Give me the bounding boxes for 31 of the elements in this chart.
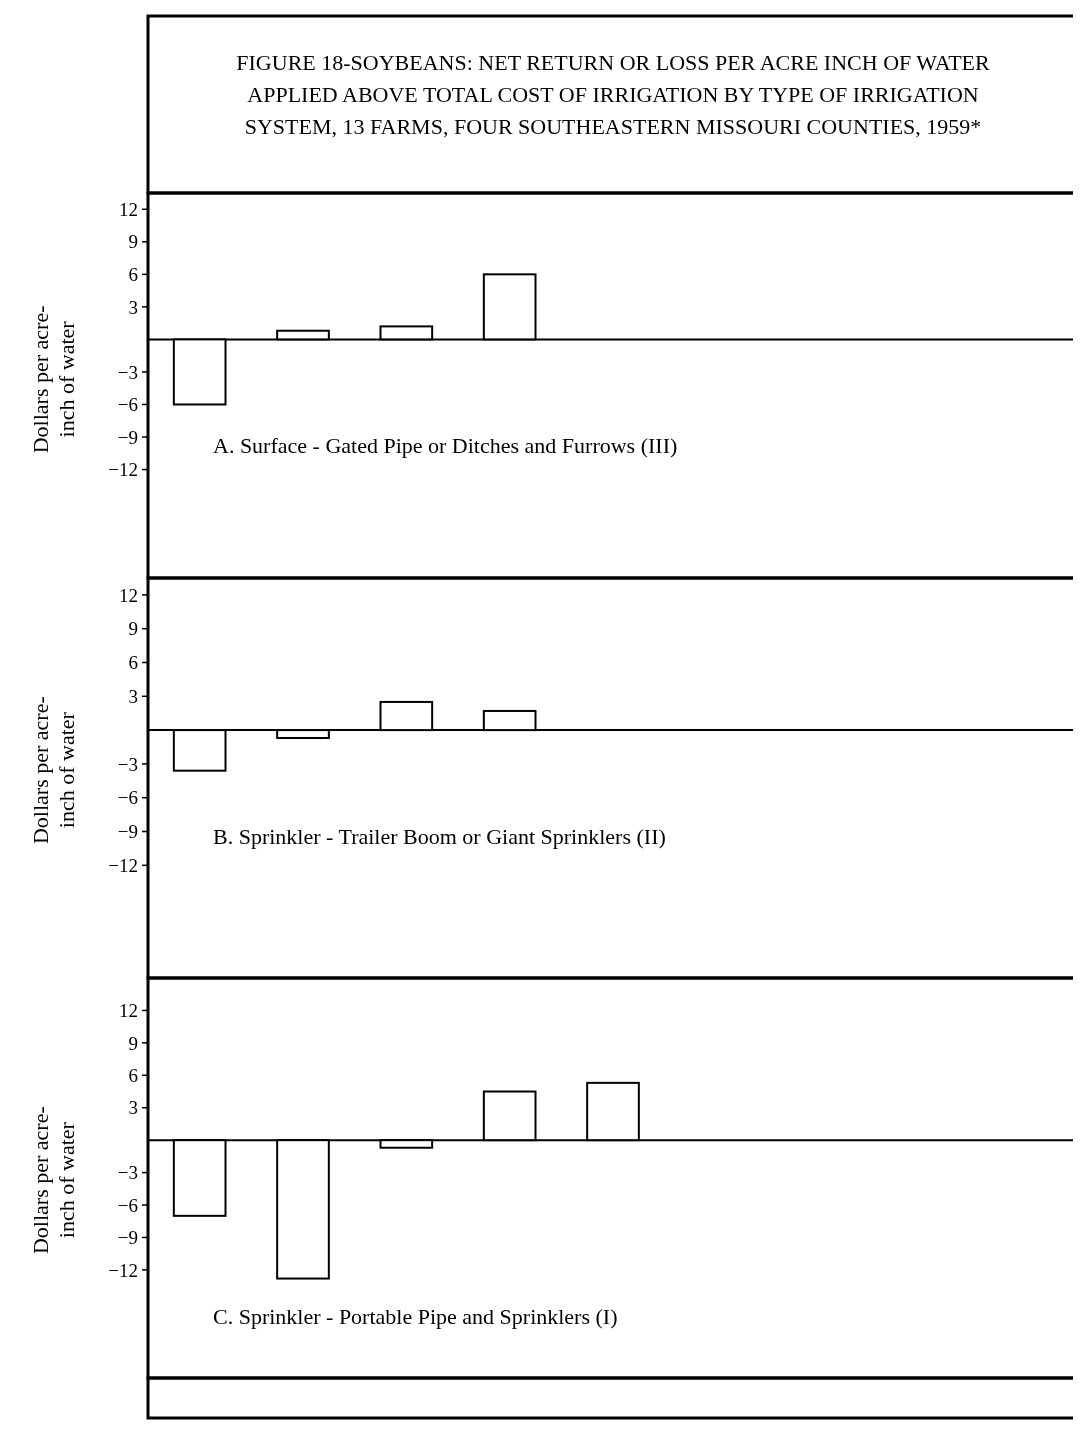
y-tick-label: 3 [128,1097,138,1119]
y-tick-label: −6 [117,787,138,809]
y-axis-title: Dollars per acre-inch of water [28,696,79,845]
y-tick-label: −9 [117,1227,138,1249]
y-tick-label: 9 [128,618,138,640]
text: B. Sprinkler - Trailer Boom or Giant Sprinklers (II) [213,823,666,849]
y-axis-title: Dollars per acre-inch of water [28,305,79,454]
y-tick-label: 6 [128,263,138,285]
y-tick-label: 3 [128,685,138,707]
y-tick-label: 12 [119,584,138,606]
y-tick-label: −12 [108,459,138,481]
y-tick-label: −6 [117,1194,138,1216]
text: C. Sprinkler - Portable Pipe and Sprinklers (I) [213,1304,618,1330]
y-tick-label: −9 [117,821,138,843]
y-tick-label: −3 [117,753,138,775]
y-tick-label: −3 [117,1162,138,1184]
y-tick-label: −9 [117,426,138,448]
y-tick-label: 6 [128,652,138,674]
y-tick-label: −6 [117,394,138,416]
chart-title: FIGURE 18-SOYBEANS: NET RETURN OR LOSS PER ACRE INCH OF WATER APPLIED ABOVE TOTAL COST OF IRRIGATION BY TYPE OF IRRIGATION SYSTEM, 13 FARMS, FOUR SOUTHEASTERN MISSOURI COUNTIES, 1959* [236,50,991,139]
y-axis-title: Dollars per acre-inch of water [28,1106,79,1255]
y-tick-label: 9 [128,231,138,253]
y-tick-label: −12 [108,854,138,876]
text: A. Surface - Gated Pipe or Ditches and Furrows (III) [213,433,678,459]
y-tick-label: −12 [108,1259,138,1281]
y-tick-label: 3 [128,296,138,318]
y-tick-label: 9 [128,1032,138,1054]
y-tick-label: 6 [128,1064,138,1086]
y-tick-label: 12 [119,1000,138,1022]
y-tick-label: 12 [119,198,138,220]
y-tick-label: −3 [117,361,138,383]
